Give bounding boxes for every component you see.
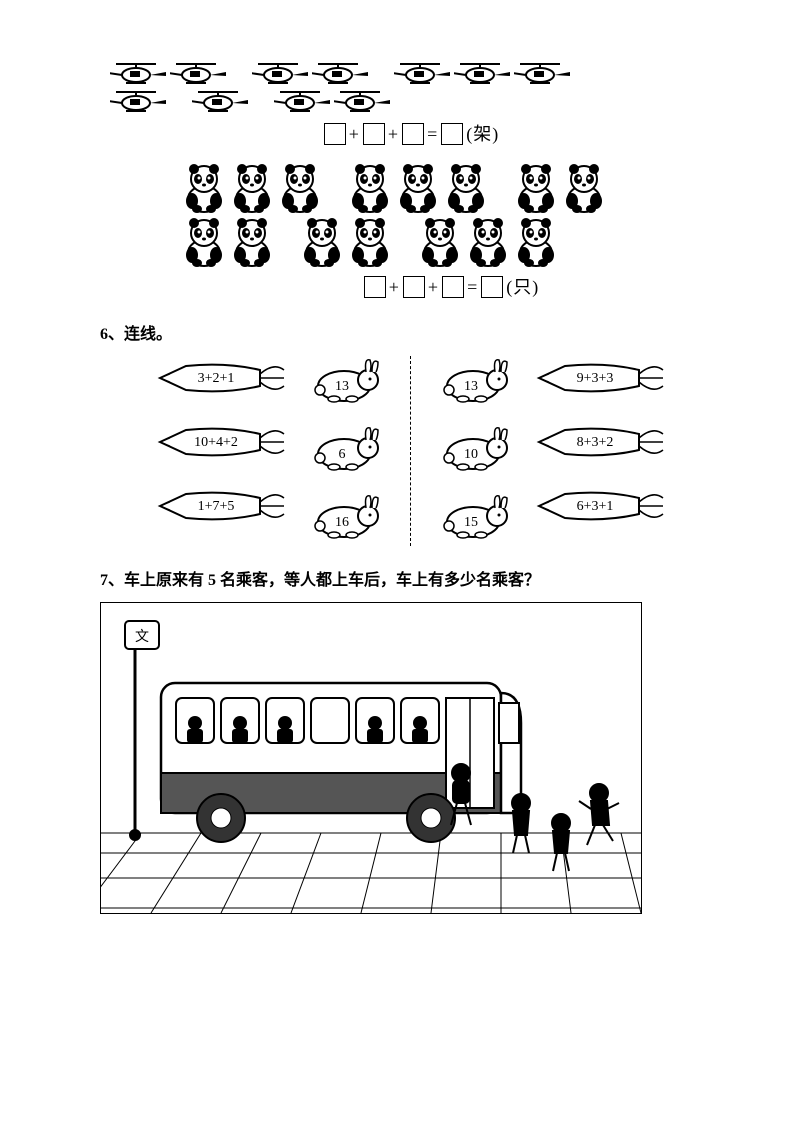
helicopter-icon [394, 60, 454, 86]
rabbit-item[interactable]: 13 [308, 356, 384, 404]
helicopter-icon [110, 88, 170, 114]
panda-icon [346, 215, 394, 267]
panda-section: ++=(只) [180, 161, 720, 300]
heli-group-1b [110, 88, 170, 114]
panda-group-3b [416, 215, 560, 267]
rabbit-icon[interactable]: 13 [308, 356, 384, 404]
problem6-label: 6、连线。 [100, 320, 720, 344]
answer-box[interactable] [324, 123, 346, 145]
svg-text:8+3+2: 8+3+2 [576, 435, 613, 450]
panda-group-2b [298, 215, 394, 267]
helicopter-section: ++=(架) [100, 60, 720, 147]
matching-exercise: 3+2+1 10+4+2 1+7+5 13 [100, 356, 720, 546]
svg-text:6+3+1: 6+3+1 [576, 499, 613, 514]
svg-text:3+2+1: 3+2+1 [197, 371, 234, 386]
carrot-icon[interactable]: 3+2+1 [156, 356, 286, 400]
answer-box[interactable] [402, 123, 424, 145]
panda-icon [560, 161, 608, 213]
helicopter-icon [192, 88, 252, 114]
svg-text:9+3+3: 9+3+3 [576, 371, 613, 386]
heli-group-2a [252, 60, 372, 86]
svg-text:6: 6 [338, 447, 345, 462]
carrot-icon[interactable]: 1+7+5 [156, 484, 286, 528]
carrot-item[interactable]: 8+3+2 [535, 420, 665, 464]
carrot-item[interactable]: 3+2+1 [156, 356, 286, 400]
svg-text:13: 13 [335, 379, 349, 394]
answer-box[interactable] [363, 123, 385, 145]
answer-box[interactable] [364, 276, 386, 298]
panda-group-1b [180, 215, 276, 267]
rabbit-icon[interactable]: 16 [308, 492, 384, 540]
heli-group-1 [110, 60, 230, 86]
helicopter-icon [312, 60, 372, 86]
svg-text:13: 13 [464, 379, 478, 394]
rabbit-icon[interactable]: 15 [437, 492, 513, 540]
heli-group-3a [394, 60, 574, 86]
carrot-icon[interactable]: 6+3+1 [535, 484, 665, 528]
panda-icon [512, 215, 560, 267]
rabbit-item[interactable]: 10 [437, 424, 513, 472]
svg-text:10+4+2: 10+4+2 [194, 435, 238, 450]
panda-group-3a [512, 161, 608, 213]
helicopter-icon [170, 60, 230, 86]
rabbit-item[interactable]: 13 [437, 356, 513, 404]
panda-icon [228, 215, 276, 267]
panda-equation: ++=(只) [180, 273, 720, 300]
rabbit-icon[interactable]: 10 [437, 424, 513, 472]
column-divider [410, 356, 411, 546]
panda-icon [180, 161, 228, 213]
svg-text:1+7+5: 1+7+5 [197, 499, 234, 514]
person-icon [512, 794, 530, 853]
carrot-item[interactable]: 1+7+5 [156, 484, 286, 528]
bus-sign-text: 文 [135, 629, 149, 645]
unit-label: (只) [506, 277, 539, 297]
panda-icon [394, 161, 442, 213]
heli-group-2b [192, 88, 252, 114]
heli-group-3b [274, 88, 394, 114]
helicopter-icon [514, 60, 574, 86]
helicopter-icon [454, 60, 514, 86]
panda-icon [276, 161, 324, 213]
panda-icon [346, 161, 394, 213]
rabbit-item[interactable]: 16 [308, 492, 384, 540]
carrot-icon[interactable]: 9+3+3 [535, 356, 665, 400]
answer-box[interactable] [481, 276, 503, 298]
person-icon [579, 784, 619, 845]
carrot-item[interactable]: 6+3+1 [535, 484, 665, 528]
carrot-item[interactable]: 10+4+2 [156, 420, 286, 464]
panda-icon [416, 215, 464, 267]
svg-text:15: 15 [464, 515, 478, 530]
panda-icon [298, 215, 346, 267]
panda-icon [228, 161, 276, 213]
helicopter-icon [274, 88, 334, 114]
rabbit-icon[interactable]: 6 [308, 424, 384, 472]
person-icon [552, 814, 570, 871]
rabbit-item[interactable]: 15 [437, 492, 513, 540]
rabbit-icon[interactable]: 13 [437, 356, 513, 404]
panda-group-1a [180, 161, 324, 213]
panda-icon [512, 161, 560, 213]
panda-icon [442, 161, 490, 213]
unit-label: (架) [466, 124, 499, 144]
helicopter-icon [110, 60, 170, 86]
rabbit-item[interactable]: 6 [308, 424, 384, 472]
panda-group-2a [346, 161, 490, 213]
helicopter-icon [334, 88, 394, 114]
panda-icon [180, 215, 228, 267]
bus-illustration: 文 [100, 602, 642, 914]
answer-box[interactable] [441, 123, 463, 145]
svg-text:10: 10 [464, 447, 478, 462]
panda-icon [464, 215, 512, 267]
carrot-icon[interactable]: 8+3+2 [535, 420, 665, 464]
person-icon [451, 764, 471, 825]
heli-equation: ++=(架) [100, 120, 720, 147]
answer-box[interactable] [403, 276, 425, 298]
svg-text:16: 16 [335, 515, 349, 530]
answer-box[interactable] [442, 276, 464, 298]
problem7-label: 7、车上原来有 5 名乘客，等人都上车后，车上有多少名乘客？ [100, 566, 720, 590]
carrot-item[interactable]: 9+3+3 [535, 356, 665, 400]
helicopter-icon [252, 60, 312, 86]
carrot-icon[interactable]: 10+4+2 [156, 420, 286, 464]
